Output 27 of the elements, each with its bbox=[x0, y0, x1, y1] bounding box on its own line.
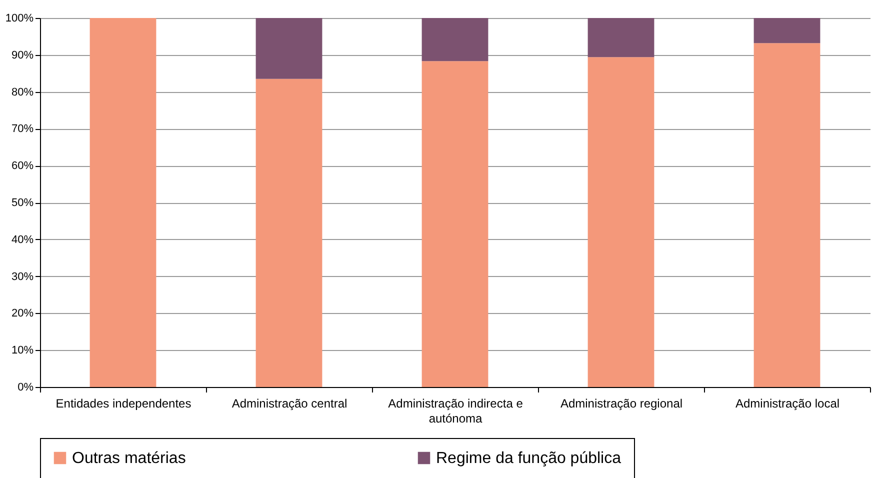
y-tick-label: 70% bbox=[11, 123, 34, 136]
y-tick-label: 30% bbox=[11, 270, 34, 283]
bar bbox=[754, 43, 820, 387]
bar bbox=[754, 18, 820, 44]
legend-label: Outras matérias bbox=[72, 450, 186, 467]
y-tick-label: 100% bbox=[5, 12, 34, 24]
bar bbox=[422, 61, 488, 387]
bar bbox=[256, 78, 322, 387]
x-tick-label: Administração central bbox=[232, 396, 348, 410]
y-tick-label: 90% bbox=[11, 49, 34, 62]
y-tick-label: 20% bbox=[11, 308, 34, 320]
bar bbox=[256, 18, 322, 79]
y-tick-label: 10% bbox=[11, 344, 34, 357]
bar bbox=[422, 18, 488, 62]
x-tick-label: Administração regional bbox=[560, 396, 683, 410]
legend-label: Regime da função pública bbox=[436, 450, 622, 467]
bar bbox=[588, 18, 654, 58]
x-tick-label: Administração local bbox=[735, 396, 840, 410]
x-tick-label: Entidades independentes bbox=[56, 396, 192, 410]
y-tick-label: 80% bbox=[11, 86, 34, 98]
y-tick-label: 40% bbox=[11, 234, 34, 246]
y-tick-label: 60% bbox=[11, 160, 34, 172]
y-tick-label: 50% bbox=[11, 197, 34, 209]
bar bbox=[90, 18, 156, 387]
bar bbox=[588, 57, 654, 387]
x-tick-label: Administração indirecta e autónoma bbox=[388, 396, 524, 426]
y-tick-label: 0% bbox=[18, 382, 34, 394]
